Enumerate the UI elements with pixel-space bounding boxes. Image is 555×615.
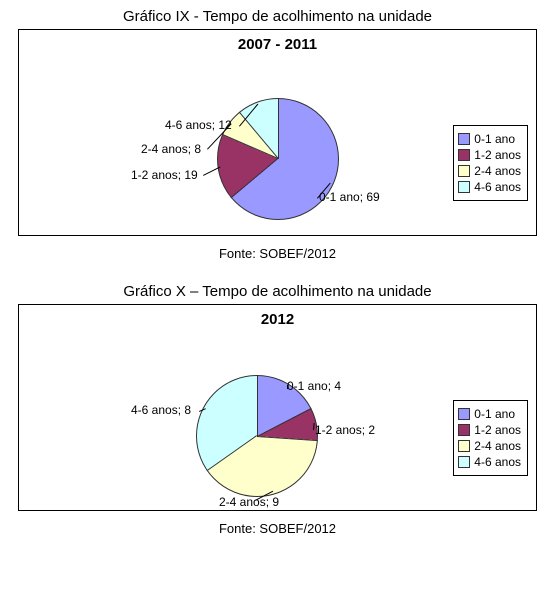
legend-label: 2-4 anos [474,439,521,453]
legend-item: 0-1 ano [458,132,521,146]
slice-label: 0-1 ano; 69 [319,190,380,204]
chart1-box: 2007 - 2011 0-1 ano 1-2 anos 2-4 anos 4-6 a… [18,29,537,236]
legend-item: 2-4 anos [458,439,521,453]
legend-item: 2-4 anos [458,164,521,178]
slice-label: 1-2 anos; 19 [131,168,198,182]
slice-label: 4-6 anos; 8 [131,403,191,417]
legend-swatch [458,456,470,468]
legend-swatch [458,440,470,452]
legend-label: 2-4 anos [474,164,521,178]
chart1-header: 2007 - 2011 [19,30,536,53]
legend-swatch [458,165,470,177]
slice-label: 4-6 anos; 12 [165,118,232,132]
legend-swatch [458,133,470,145]
chart2-legend: 0-1 ano 1-2 anos 2-4 anos 4-6 anos [453,400,528,476]
legend-label: 4-6 anos [474,455,521,469]
legend-label: 0-1 ano [474,407,515,421]
chart1-legend: 0-1 ano 1-2 anos 2-4 anos 4-6 anos [453,125,528,201]
leader-line [287,385,288,389]
chart2-source: Fonte: SOBEF/2012 [0,521,555,536]
legend-item: 4-6 anos [458,455,521,469]
slice-label: 2-4 anos; 9 [219,495,279,509]
slice-divider [257,375,258,436]
legend-label: 1-2 anos [474,148,521,162]
slice-label: 2-4 anos; 8 [141,142,201,156]
legend-swatch [458,408,470,420]
legend-item: 4-6 anos [458,180,521,194]
legend-swatch [458,424,470,436]
chart2-title: Gráfico X – Tempo de acolhimento na unid… [0,283,555,300]
legend-label: 4-6 anos [474,180,521,194]
legend-item: 1-2 anos [458,148,521,162]
chart1-title: Gráfico IX - Tempo de acolhimento na uni… [0,8,555,25]
slice-label: 1-2 anos; 2 [315,423,375,437]
chart2-header: 2012 [19,305,536,328]
legend-label: 0-1 ano [474,132,515,146]
chart1-source: Fonte: SOBEF/2012 [0,246,555,261]
legend-label: 1-2 anos [474,423,521,437]
slice-label: 0-1 ano; 4 [287,379,341,393]
legend-item: 0-1 ano [458,407,521,421]
legend-swatch [458,149,470,161]
slice-divider [278,98,279,159]
legend-swatch [458,181,470,193]
legend-item: 1-2 anos [458,423,521,437]
pie-chart [196,375,318,497]
chart2-box: 2012 0-1 ano 1-2 anos 2-4 anos 4-6 anos 0-1… [18,304,537,511]
